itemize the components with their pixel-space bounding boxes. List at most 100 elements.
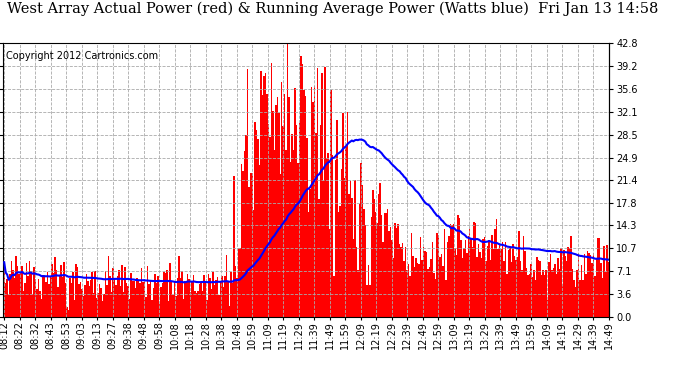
Bar [457, 214, 459, 317]
Text: Copyright 2012 Cartronics.com: Copyright 2012 Cartronics.com [6, 51, 159, 62]
Bar [548, 262, 549, 317]
Bar [29, 261, 30, 317]
Bar [88, 286, 90, 317]
Bar [239, 248, 241, 317]
Bar [580, 280, 581, 317]
Bar [549, 254, 551, 317]
Bar [15, 256, 17, 317]
Bar [545, 270, 546, 317]
Bar [295, 87, 296, 317]
Bar [418, 264, 420, 317]
Bar [372, 189, 373, 317]
Bar [63, 262, 65, 317]
Bar [328, 229, 331, 317]
Bar [84, 285, 86, 317]
Bar [363, 209, 364, 317]
Bar [251, 173, 253, 317]
Bar [375, 212, 377, 317]
Bar [288, 97, 290, 317]
Bar [297, 163, 299, 317]
Bar [170, 282, 172, 317]
Bar [141, 267, 142, 317]
Bar [515, 260, 517, 317]
Bar [462, 258, 463, 317]
Bar [136, 278, 138, 317]
Bar [598, 238, 599, 317]
Bar [314, 86, 315, 317]
Bar [351, 198, 353, 317]
Bar [147, 266, 148, 317]
Bar [33, 267, 34, 317]
Bar [587, 251, 589, 317]
Bar [388, 231, 390, 317]
Bar [97, 293, 99, 317]
Bar [26, 263, 28, 317]
Bar [257, 139, 259, 317]
Bar [145, 297, 147, 317]
Bar [119, 270, 120, 317]
Bar [69, 278, 70, 317]
Bar [399, 244, 400, 317]
Bar [558, 269, 560, 317]
Bar [567, 246, 569, 317]
Bar [324, 67, 326, 317]
Bar [133, 280, 135, 317]
Bar [187, 274, 188, 317]
Bar [494, 230, 496, 317]
Bar [179, 278, 181, 317]
Bar [41, 299, 42, 317]
Bar [293, 150, 295, 317]
Bar [521, 270, 523, 317]
Bar [23, 291, 24, 317]
Bar [518, 231, 520, 317]
Bar [132, 280, 133, 317]
Bar [112, 268, 114, 317]
Bar [381, 214, 382, 317]
Bar [38, 279, 39, 317]
Bar [218, 295, 220, 317]
Bar [529, 274, 530, 317]
Bar [489, 240, 490, 317]
Bar [221, 276, 223, 317]
Bar [341, 169, 342, 317]
Bar [344, 177, 345, 317]
Bar [536, 257, 538, 317]
Bar [300, 56, 302, 317]
Bar [117, 276, 119, 317]
Bar [560, 248, 562, 317]
Bar [333, 276, 335, 317]
Bar [339, 206, 341, 317]
Bar [454, 248, 455, 317]
Bar [600, 263, 602, 317]
Bar [408, 264, 409, 317]
Bar [566, 261, 567, 317]
Bar [17, 266, 19, 317]
Bar [200, 282, 202, 317]
Bar [11, 261, 12, 317]
Bar [287, 43, 288, 317]
Bar [259, 165, 260, 317]
Bar [544, 274, 545, 317]
Bar [596, 260, 598, 317]
Bar [397, 224, 399, 317]
Bar [532, 277, 533, 317]
Bar [205, 282, 206, 317]
Bar [448, 236, 450, 317]
Bar [564, 256, 566, 317]
Bar [402, 243, 404, 317]
Bar [557, 258, 558, 317]
Bar [395, 223, 396, 317]
Bar [563, 250, 564, 317]
Bar [108, 256, 110, 317]
Bar [315, 133, 317, 317]
Bar [56, 270, 57, 317]
Bar [121, 265, 123, 317]
Bar [46, 282, 47, 317]
Bar [190, 292, 191, 317]
Bar [281, 82, 282, 317]
Bar [193, 274, 195, 317]
Bar [241, 164, 242, 317]
Bar [42, 275, 43, 317]
Bar [304, 90, 305, 317]
Bar [368, 265, 369, 317]
